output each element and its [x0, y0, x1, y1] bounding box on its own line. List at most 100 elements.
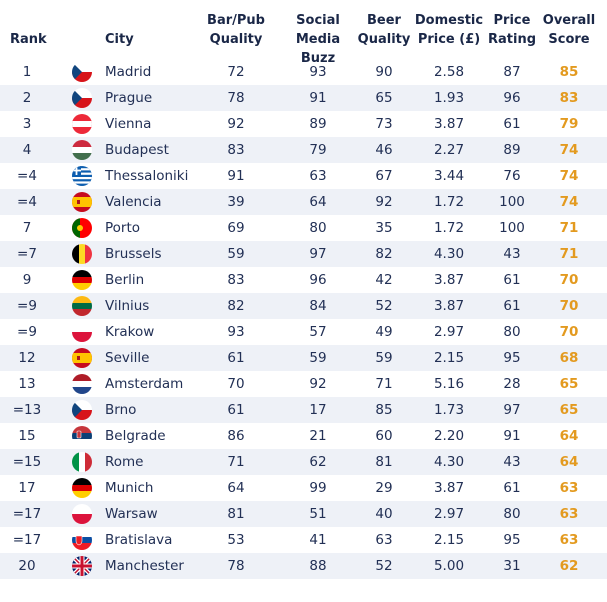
table-row: =4 Valencia 39 64 92 1.72 100 74 — [0, 189, 607, 215]
domestic-price-cell: 4.30 — [433, 454, 465, 470]
header-beer-line2: Quality — [357, 32, 411, 47]
city-cell: Porto — [105, 220, 141, 236]
hungary-flag-icon — [72, 140, 92, 160]
beer-quality-cell: 67 — [375, 168, 393, 184]
rank-cell: =15 — [12, 454, 42, 470]
bar-pub-quality-cell: 59 — [227, 246, 245, 262]
bar-pub-quality-cell: 53 — [227, 532, 245, 548]
overall-score-cell: 65 — [559, 376, 579, 392]
domestic-price-cell: 2.27 — [433, 142, 465, 158]
overall-score-cell: 63 — [559, 480, 579, 496]
rank-cell: =17 — [12, 506, 42, 522]
rank-cell: =9 — [17, 324, 37, 340]
domestic-price-cell: 2.20 — [433, 428, 465, 444]
bar-pub-quality-cell: 78 — [227, 558, 245, 574]
city-cell: Manchester — [105, 558, 184, 574]
header-beer-quality: Beer Quality — [357, 11, 411, 49]
bar-pub-quality-cell: 70 — [227, 376, 245, 392]
overall-score-cell: 74 — [559, 168, 579, 184]
social-media-buzz-cell: 89 — [309, 116, 327, 132]
social-media-buzz-cell: 96 — [309, 272, 327, 288]
rank-cell: 20 — [18, 558, 36, 574]
header-social-line1: Social — [296, 13, 340, 28]
table-body: 1 Madrid 72 93 90 2.58 87 85 2 Prague 78 91 65 1.93 96… — [0, 59, 607, 579]
price-rating-cell: 80 — [503, 506, 521, 522]
beer-quality-cell: 42 — [375, 272, 393, 288]
table-row: 13 Amsterdam 70 92 71 5.16 28 65 — [0, 371, 607, 397]
czech-flag-icon — [72, 400, 92, 420]
table-row: =15 Rome 71 62 81 4.30 43 64 — [0, 449, 607, 475]
overall-score-cell: 63 — [559, 506, 579, 522]
domestic-price-cell: 1.72 — [433, 194, 465, 210]
social-media-buzz-cell: 17 — [309, 402, 327, 418]
social-media-buzz-cell: 79 — [309, 142, 327, 158]
belgium-flag-icon — [72, 244, 92, 264]
social-media-buzz-cell: 99 — [309, 480, 327, 496]
domestic-price-cell: 1.72 — [433, 220, 465, 236]
austria-flag-icon — [72, 114, 92, 134]
city-cell: Thessaloniki — [105, 168, 189, 184]
spain-flag-icon — [72, 192, 92, 212]
table-row: =13 Brno 61 17 85 1.73 97 65 — [0, 397, 607, 423]
rank-cell: 17 — [18, 480, 36, 496]
domestic-price-cell: 3.87 — [433, 272, 465, 288]
city-cell: Vienna — [105, 116, 152, 132]
social-media-buzz-cell: 63 — [309, 168, 327, 184]
social-media-buzz-cell: 41 — [309, 532, 327, 548]
czech-flag-icon — [72, 88, 92, 108]
social-media-buzz-cell: 59 — [309, 350, 327, 366]
rank-cell: 4 — [22, 142, 32, 158]
overall-score-cell: 74 — [559, 142, 579, 158]
poland-flag-icon — [72, 322, 92, 342]
city-cell: Madrid — [105, 64, 152, 80]
table-row: =4 Thessaloniki 91 63 67 3.44 76 74 — [0, 163, 607, 189]
beer-quality-cell: 82 — [375, 246, 393, 262]
city-cell: Vilnius — [105, 298, 150, 314]
greece-flag-icon — [72, 166, 92, 186]
beer-quality-cell: 60 — [375, 428, 393, 444]
bar-pub-quality-cell: 92 — [227, 116, 245, 132]
social-media-buzz-cell: 21 — [309, 428, 327, 444]
header-price-line1: Domestic — [414, 13, 484, 28]
city-cell: Budapest — [105, 142, 169, 158]
overall-score-cell: 85 — [559, 64, 579, 80]
rank-cell: 2 — [22, 90, 32, 106]
social-media-buzz-cell: 93 — [309, 64, 327, 80]
bar-pub-quality-cell: 78 — [227, 90, 245, 106]
city-cell: Valencia — [105, 194, 162, 210]
rank-cell: =7 — [17, 246, 37, 262]
italy-flag-icon — [72, 452, 92, 472]
rank-cell: 1 — [22, 64, 32, 80]
beer-quality-cell: 35 — [375, 220, 393, 236]
social-media-buzz-cell: 92 — [309, 376, 327, 392]
overall-score-cell: 83 — [559, 90, 579, 106]
beer-quality-cell: 81 — [375, 454, 393, 470]
beer-quality-cell: 52 — [375, 298, 393, 314]
domestic-price-cell: 1.93 — [433, 90, 465, 106]
poland-flag-icon — [72, 504, 92, 524]
overall-score-cell: 74 — [559, 194, 579, 210]
table-row: =9 Krakow 93 57 49 2.97 80 70 — [0, 319, 607, 345]
table-row: =9 Vilnius 82 84 52 3.87 61 70 — [0, 293, 607, 319]
bar-pub-quality-cell: 64 — [227, 480, 245, 496]
slovakia-flag-icon — [72, 530, 92, 550]
rank-cell: =13 — [12, 402, 42, 418]
header-rating-line1: Price — [493, 13, 531, 28]
domestic-price-cell: 5.16 — [433, 376, 465, 392]
beer-quality-cell: 40 — [375, 506, 393, 522]
header-score-line2: Score — [548, 32, 590, 47]
overall-score-cell: 68 — [559, 350, 579, 366]
price-rating-cell: 95 — [503, 532, 521, 548]
beer-quality-cell: 65 — [375, 90, 393, 106]
table-row: 1 Madrid 72 93 90 2.58 87 85 — [0, 59, 607, 85]
beer-quality-cell: 59 — [375, 350, 393, 366]
header-city: City — [105, 32, 134, 47]
social-media-buzz-cell: 91 — [309, 90, 327, 106]
rank-cell: =17 — [12, 532, 42, 548]
domestic-price-cell: 4.30 — [433, 246, 465, 262]
price-rating-cell: 97 — [503, 402, 521, 418]
social-media-buzz-cell: 51 — [309, 506, 327, 522]
city-cell: Brno — [105, 402, 137, 418]
header-domestic-price: Domestic Price (£) — [414, 11, 484, 49]
rank-cell: 7 — [22, 220, 32, 236]
